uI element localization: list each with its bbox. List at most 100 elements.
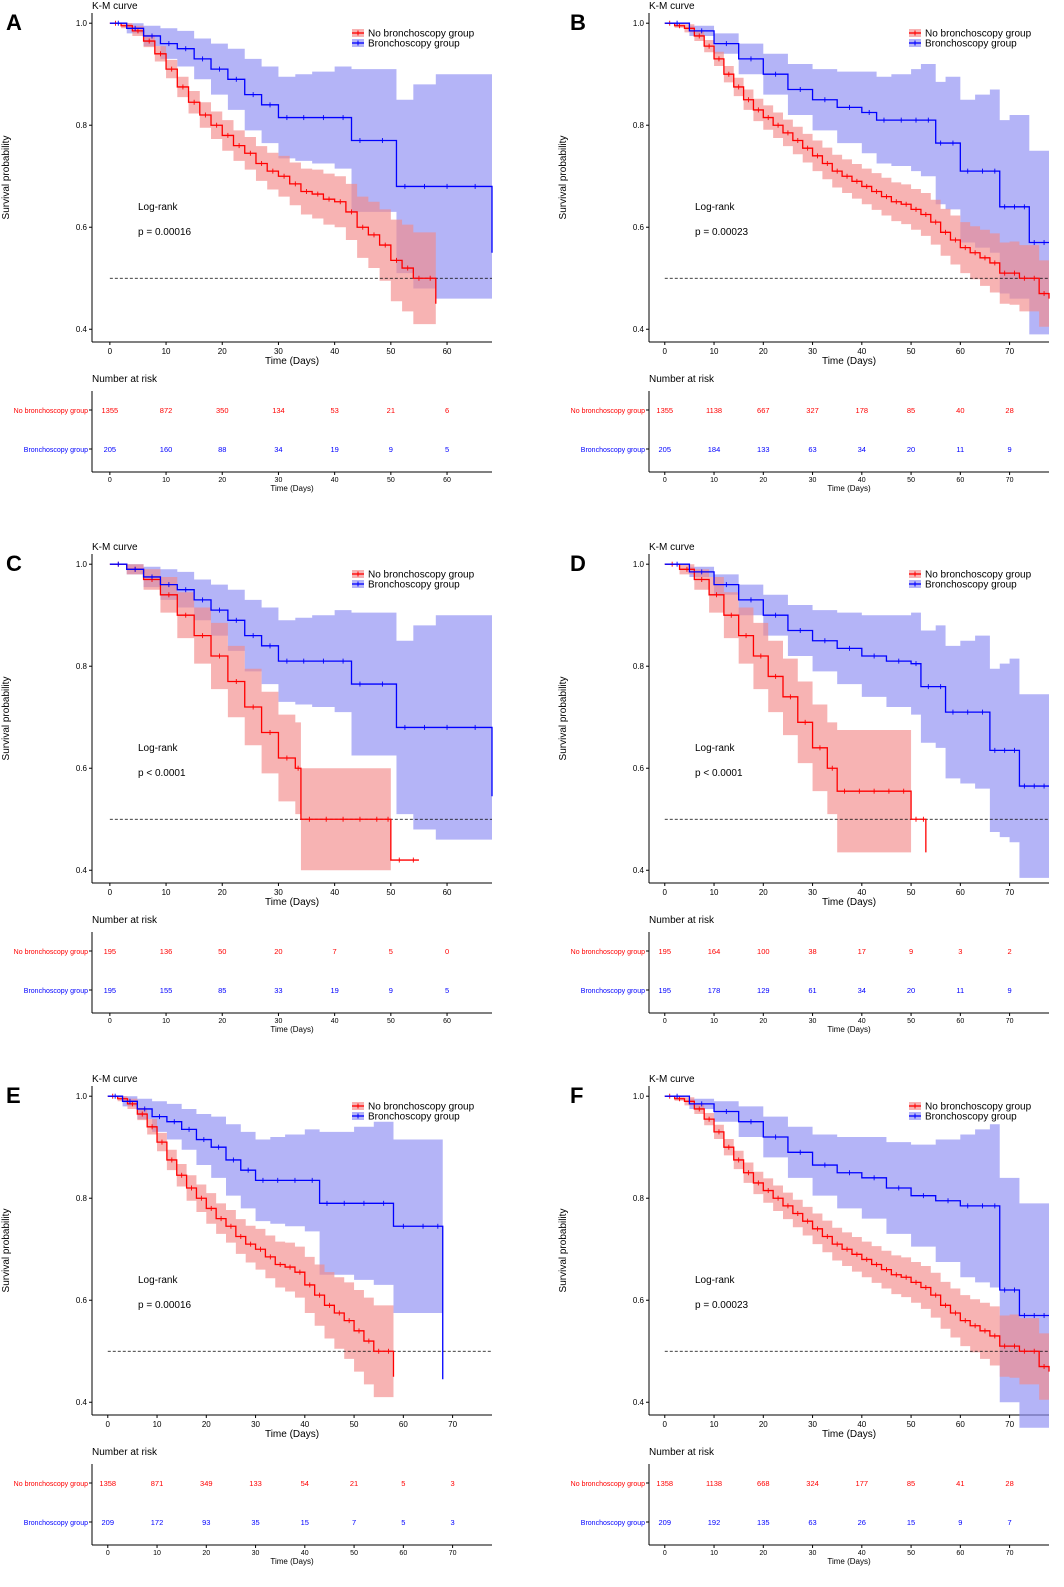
risk-count-bronchoscopy: 11 <box>956 986 964 995</box>
risk-x-tick-label: 50 <box>907 477 915 484</box>
risk-count-no-bronchoscopy: 668 <box>757 1479 770 1488</box>
x-tick-label: 20 <box>218 347 227 356</box>
risk-x-tick-label: 20 <box>759 477 767 484</box>
risk-x-tick-label: 20 <box>759 1018 767 1025</box>
y-tick-label: 0.8 <box>633 121 645 130</box>
x-tick-label: 30 <box>808 888 817 897</box>
x-axis-label: Time (Days) <box>822 356 876 367</box>
risk-table-title: Number at risk <box>649 915 715 926</box>
risk-count-no-bronchoscopy: 41 <box>956 1479 964 1488</box>
risk-count-no-bronchoscopy: 53 <box>330 406 338 415</box>
risk-count-no-bronchoscopy: 1355 <box>656 406 673 415</box>
risk-x-tick-label: 50 <box>907 1550 915 1557</box>
x-tick-label: 60 <box>956 1420 965 1429</box>
risk-count-no-bronchoscopy: 1355 <box>102 406 119 415</box>
x-axis-label: Time (Days) <box>265 1429 319 1440</box>
x-tick-label: 40 <box>330 888 339 897</box>
risk-count-no-bronchoscopy: 350 <box>216 406 229 415</box>
p-value: p < 0.0001 <box>695 768 743 779</box>
panel-letter: F <box>570 1083 583 1108</box>
chart-title: K-M curve <box>92 1074 138 1085</box>
panel-letter: B <box>570 10 586 35</box>
risk-x-axis-label: Time (Days) <box>270 1557 314 1566</box>
risk-x-tick-label: 20 <box>218 477 226 484</box>
risk-count-bronchoscopy: 7 <box>352 1518 356 1527</box>
risk-x-tick-label: 40 <box>858 477 866 484</box>
x-tick-label: 10 <box>162 888 171 897</box>
y-tick-label: 0.4 <box>633 1398 645 1407</box>
risk-count-no-bronchoscopy: 195 <box>104 947 117 956</box>
risk-x-tick-label: 70 <box>449 1550 457 1557</box>
logrank-label: Log-rank <box>138 743 178 754</box>
risk-x-tick-label: 10 <box>710 1550 718 1557</box>
legend-label-bronchoscopy: Bronchoscopy group <box>368 1112 460 1123</box>
y-tick-label: 0.6 <box>76 223 88 232</box>
x-tick-label: 10 <box>710 347 719 356</box>
risk-count-bronchoscopy: 3 <box>451 1518 455 1527</box>
x-tick-label: 40 <box>330 347 339 356</box>
x-axis-label: Time (Days) <box>265 356 319 367</box>
risk-group-label-no-bronchoscopy: No bronchoscopy group <box>14 408 88 415</box>
panel-letter: D <box>570 551 586 576</box>
risk-count-no-bronchoscopy: 100 <box>757 947 770 956</box>
risk-count-bronchoscopy: 172 <box>151 1518 164 1527</box>
risk-count-no-bronchoscopy: 17 <box>858 947 866 956</box>
risk-count-bronchoscopy: 5 <box>445 986 449 995</box>
risk-x-tick-label: 30 <box>275 477 283 484</box>
x-tick-label: 30 <box>251 1420 260 1429</box>
risk-count-no-bronchoscopy: 1358 <box>99 1479 116 1488</box>
no-bronchoscopy-survival-curve <box>664 1095 1050 1372</box>
risk-count-bronchoscopy: 178 <box>708 986 721 995</box>
risk-x-tick-label: 60 <box>443 1018 451 1025</box>
legend-label-no-bronchoscopy: No bronchoscopy group <box>925 1102 1032 1113</box>
risk-x-tick-label: 30 <box>809 1018 817 1025</box>
risk-count-bronchoscopy: 11 <box>956 445 964 454</box>
y-axis-label: Survival probability <box>558 1209 569 1293</box>
risk-count-no-bronchoscopy: 54 <box>301 1479 309 1488</box>
risk-count-no-bronchoscopy: 3 <box>451 1479 455 1488</box>
risk-count-bronchoscopy: 5 <box>401 1518 405 1527</box>
y-axis-label: Survival probability <box>1 1209 12 1293</box>
x-tick-label: 0 <box>108 347 113 356</box>
risk-x-tick-label: 10 <box>710 477 718 484</box>
risk-group-label-bronchoscopy: Bronchoscopy group <box>24 988 88 995</box>
risk-count-bronchoscopy: 184 <box>708 445 721 454</box>
risk-count-no-bronchoscopy: 136 <box>160 947 173 956</box>
risk-group-label-no-bronchoscopy: No bronchoscopy group <box>571 1481 645 1488</box>
y-tick-label: 1.0 <box>633 1092 645 1101</box>
bronchoscopy-ci-band <box>109 564 492 909</box>
chart-title: K-M curve <box>649 1 695 12</box>
bronchoscopy-survival-curve <box>664 563 1049 787</box>
risk-x-tick-label: 10 <box>710 1018 718 1025</box>
risk-x-tick-label: 30 <box>275 1018 283 1025</box>
risk-count-bronchoscopy: 135 <box>757 1518 770 1527</box>
risk-x-tick-label: 10 <box>162 1018 170 1025</box>
risk-group-label-no-bronchoscopy: No bronchoscopy group <box>571 949 645 956</box>
y-tick-label: 0.8 <box>76 1194 88 1203</box>
risk-count-bronchoscopy: 34 <box>858 986 866 995</box>
risk-x-tick-label: 30 <box>252 1550 260 1557</box>
x-tick-label: 20 <box>202 1420 211 1429</box>
risk-x-tick-label: 0 <box>108 477 112 484</box>
x-tick-label: 30 <box>274 347 283 356</box>
risk-x-tick-label: 20 <box>759 1550 767 1557</box>
x-tick-label: 0 <box>108 888 113 897</box>
x-tick-label: 40 <box>857 347 866 356</box>
risk-count-bronchoscopy: 195 <box>104 986 117 995</box>
x-tick-label: 40 <box>300 1420 309 1429</box>
y-tick-label: 0.6 <box>633 764 645 773</box>
x-tick-label: 10 <box>710 888 719 897</box>
risk-count-bronchoscopy: 155 <box>160 986 173 995</box>
risk-count-bronchoscopy: 88 <box>218 445 226 454</box>
risk-count-no-bronchoscopy: 28 <box>1005 406 1013 415</box>
risk-x-tick-label: 50 <box>387 477 395 484</box>
y-tick-label: 1.0 <box>76 560 88 569</box>
legend-label-bronchoscopy: Bronchoscopy group <box>925 580 1017 591</box>
risk-count-bronchoscopy: 20 <box>907 445 915 454</box>
bronchoscopy-ci-band <box>664 1096 1049 1428</box>
y-tick-label: 0.4 <box>633 866 645 875</box>
risk-count-no-bronchoscopy: 2 <box>1008 947 1012 956</box>
risk-count-bronchoscopy: 20 <box>907 986 915 995</box>
